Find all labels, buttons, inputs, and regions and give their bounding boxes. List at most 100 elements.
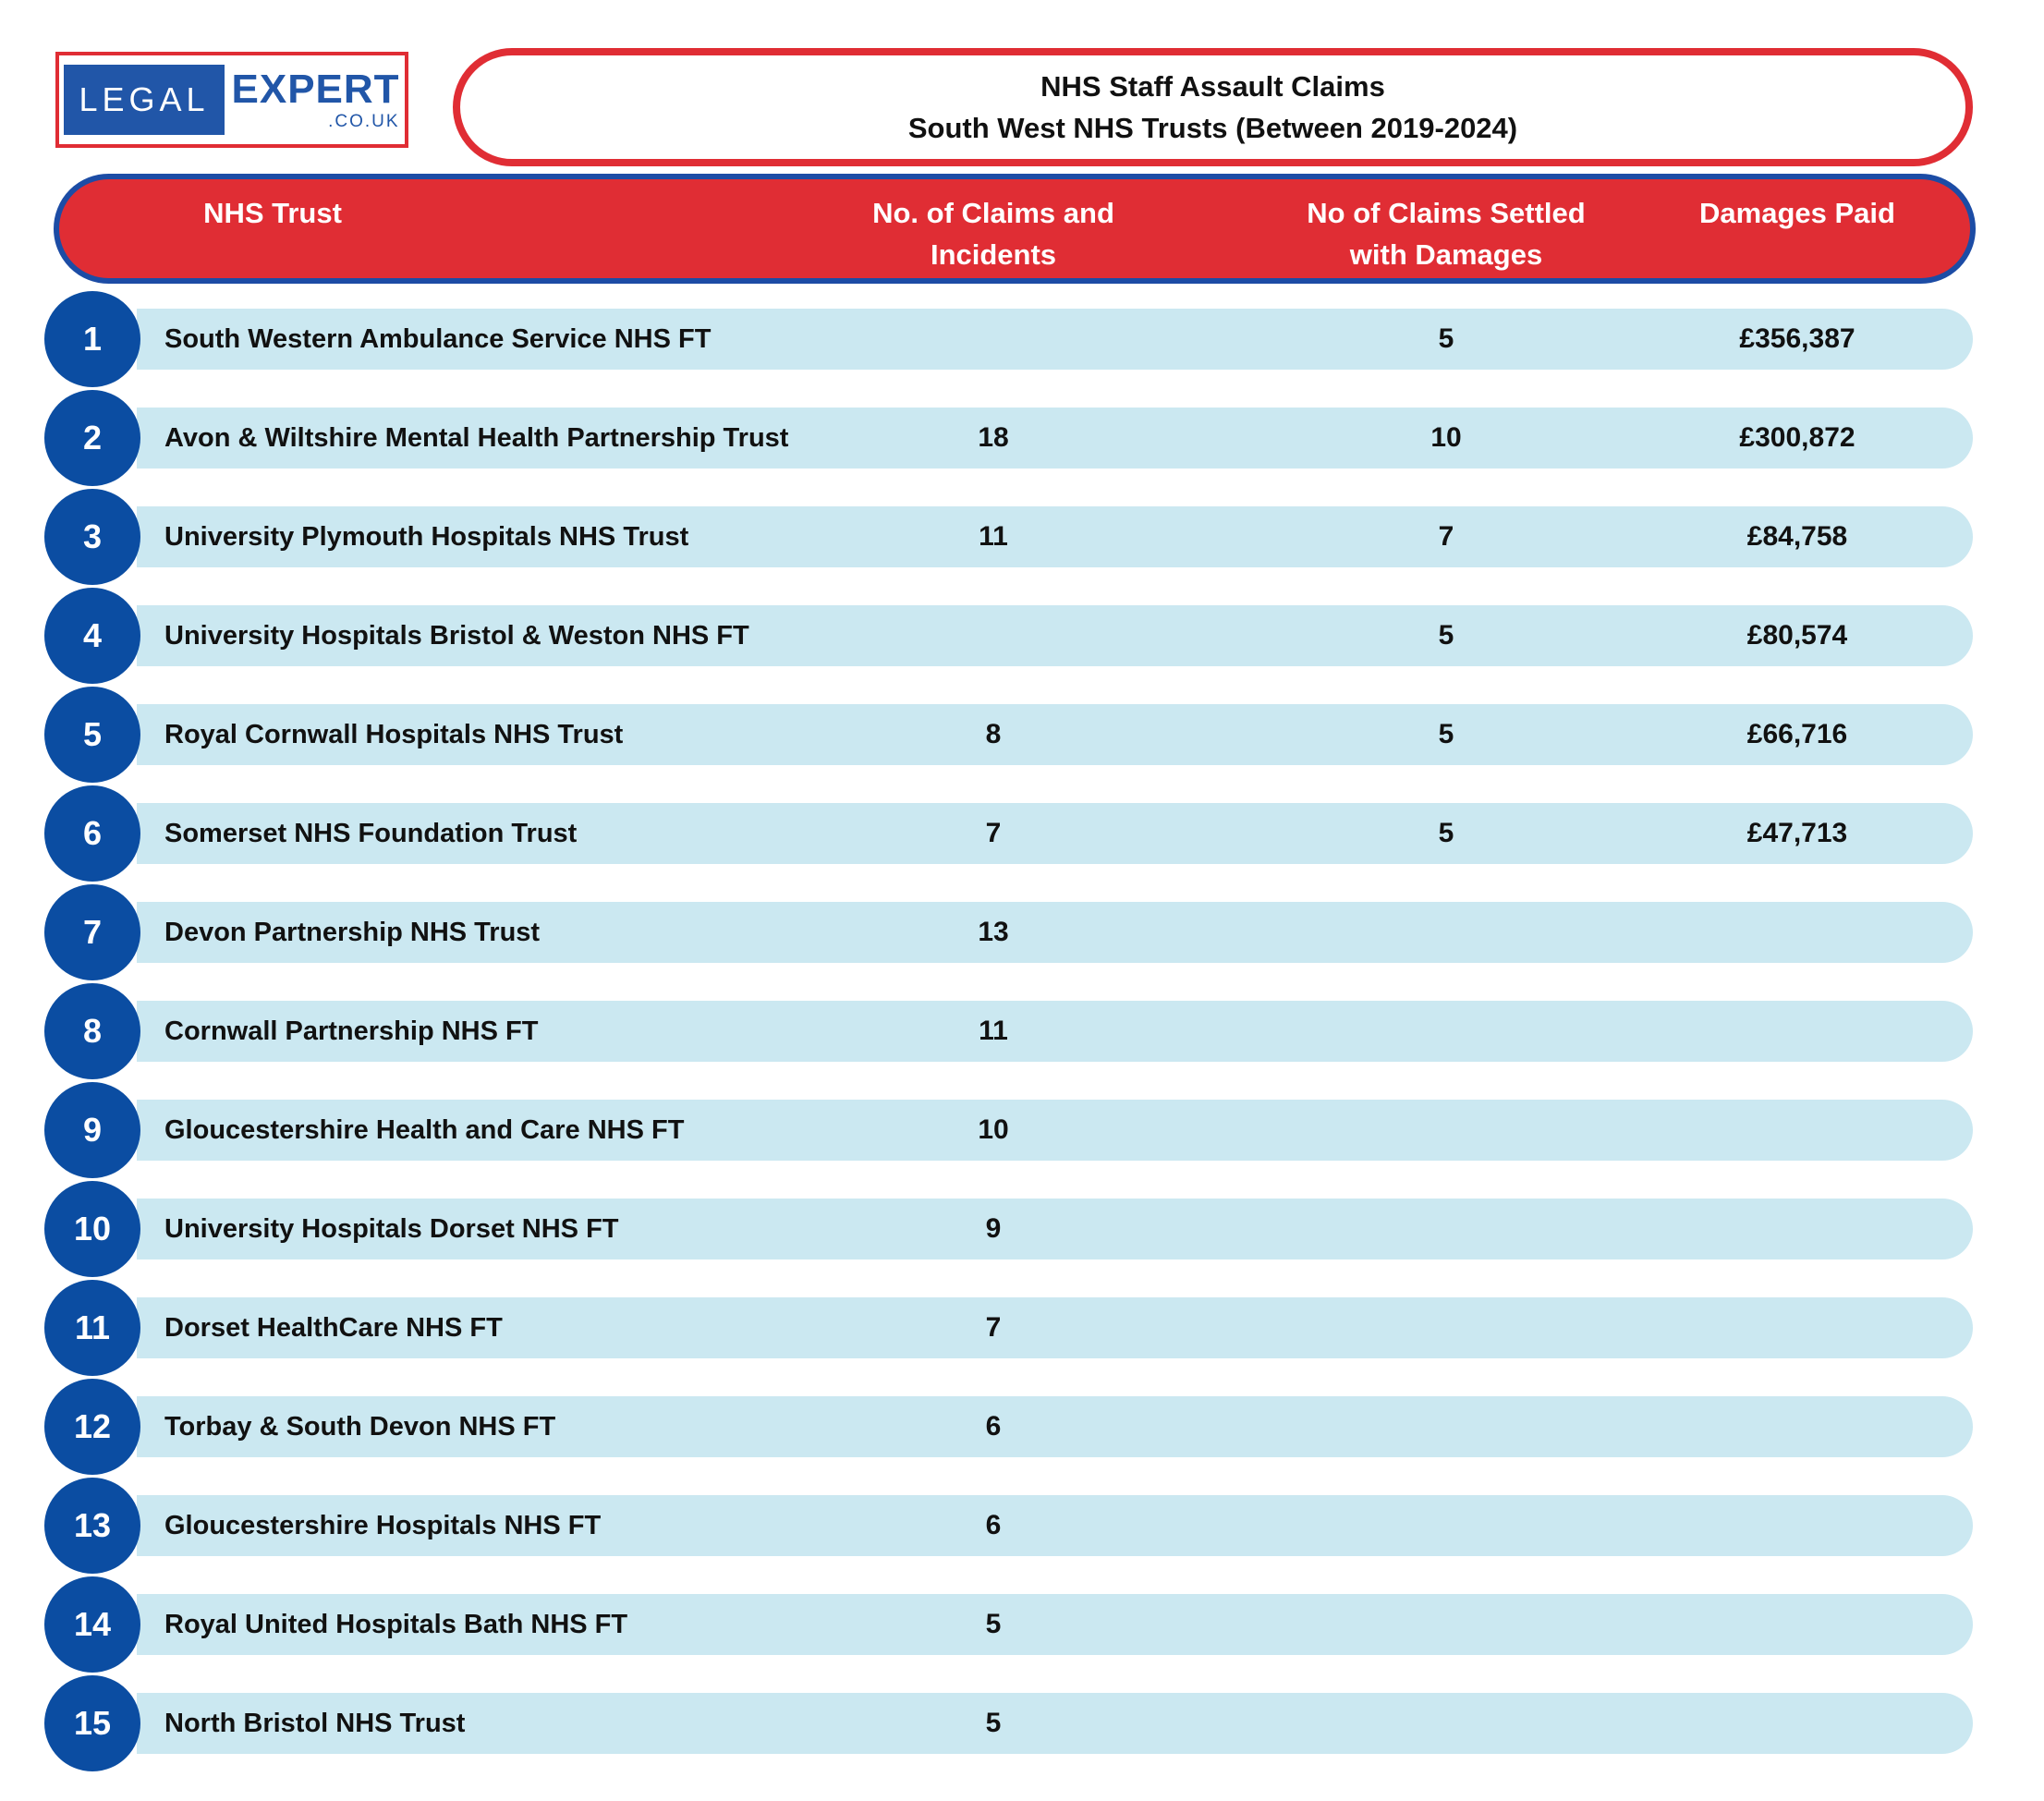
rank-badge: 12 — [44, 1379, 140, 1475]
table-row: Gloucestershire Health and Care NHS FT 1… — [0, 1082, 2044, 1178]
row-bar: Gloucestershire Hospitals NHS FT 6 — [137, 1495, 1973, 1556]
trust-name: University Hospitals Dorset NHS FT — [164, 1214, 619, 1244]
logo-expert-text: EXPERT — [231, 67, 400, 112]
rank-badge: 1 — [44, 291, 140, 387]
rank-number: 5 — [82, 715, 103, 753]
row-bar: Dorset HealthCare NHS FT 7 — [137, 1297, 1973, 1358]
rank-number: 12 — [73, 1407, 112, 1445]
rank-badge: 2 — [44, 390, 140, 486]
settled-value: 5 — [1438, 323, 1454, 354]
row-bar: Devon Partnership NHS Trust 13 — [137, 902, 1973, 963]
page-title-line2: South West NHS Trusts (Between 2019-2024… — [907, 111, 1518, 144]
rank-number: 6 — [82, 814, 103, 852]
claims-value: 7 — [985, 818, 1002, 848]
trust-name: University Plymouth Hospitals NHS Trust — [164, 522, 689, 552]
settled-value: 7 — [1438, 521, 1454, 552]
rank-number: 13 — [73, 1506, 112, 1544]
table-row: Gloucestershire Hospitals NHS FT 6 13 — [0, 1478, 2044, 1574]
table-row: South Western Ambulance Service NHS FT 5… — [0, 291, 2044, 387]
row-bar: Torbay & South Devon NHS FT 6 — [137, 1396, 1973, 1457]
trust-name: Royal Cornwall Hospitals NHS Trust — [164, 720, 624, 749]
row-bar: Gloucestershire Health and Care NHS FT 1… — [137, 1100, 1973, 1161]
table-header: NHS Trust No. of Claims and Incidents No… — [54, 174, 1976, 284]
damages-value: £80,574 — [1746, 620, 1848, 651]
logo-right-block: EXPERT .CO.UK — [231, 67, 400, 131]
row-bar: University Plymouth Hospitals NHS Trust … — [137, 506, 1973, 567]
damages-value: £84,758 — [1746, 521, 1848, 552]
rank-number: 2 — [82, 419, 103, 456]
rank-badge: 5 — [44, 687, 140, 783]
settled-value: 5 — [1438, 620, 1454, 651]
table-row: North Bristol NHS Trust 5 15 — [0, 1675, 2044, 1771]
rank-number: 15 — [73, 1704, 112, 1742]
rank-number: 9 — [82, 1111, 103, 1149]
trust-name: Gloucestershire Health and Care NHS FT — [164, 1115, 685, 1145]
trust-name: South Western Ambulance Service NHS FT — [164, 324, 712, 354]
rank-badge: 11 — [44, 1280, 140, 1376]
rank-badge: 15 — [44, 1675, 140, 1771]
table-row: University Hospitals Dorset NHS FT 9 10 — [0, 1181, 2044, 1277]
rank-badge: 8 — [44, 983, 140, 1079]
trust-name: Dorset HealthCare NHS FT — [164, 1313, 503, 1343]
rank-badge: 10 — [44, 1181, 140, 1277]
row-bar: University Hospitals Dorset NHS FT 9 — [137, 1199, 1973, 1259]
row-bar: Royal Cornwall Hospitals NHS Trust 8 5 £… — [137, 704, 1973, 765]
row-bar: South Western Ambulance Service NHS FT 5… — [137, 309, 1973, 370]
rank-badge: 6 — [44, 785, 140, 882]
header-claims-incidents: No. of Claims and Incidents — [872, 192, 1114, 275]
table-row: Royal United Hospitals Bath NHS FT 5 14 — [0, 1576, 2044, 1673]
rank-badge: 9 — [44, 1082, 140, 1178]
claims-value: 18 — [978, 422, 1009, 453]
damages-value: £356,387 — [1739, 323, 1855, 354]
rank-number: 7 — [82, 913, 103, 951]
claims-value: 8 — [985, 719, 1002, 749]
header-claims-line1: No. of Claims and — [872, 197, 1114, 229]
row-bar: North Bristol NHS Trust 5 — [137, 1693, 1973, 1754]
title-box: NHS Staff Assault Claims South West NHS … — [453, 48, 1973, 166]
claims-value: 5 — [985, 1609, 1002, 1639]
trust-name: Royal United Hospitals Bath NHS FT — [164, 1610, 628, 1639]
header-settled-line1: No of Claims Settled — [1307, 197, 1586, 229]
rank-badge: 4 — [44, 588, 140, 684]
legal-expert-logo: LEGAL EXPERT .CO.UK — [55, 52, 408, 148]
table-row: Torbay & South Devon NHS FT 6 12 — [0, 1379, 2044, 1475]
rank-badge: 13 — [44, 1478, 140, 1574]
claims-value: 9 — [985, 1213, 1002, 1244]
row-bar: Royal United Hospitals Bath NHS FT 5 — [137, 1594, 1973, 1655]
row-bar: Somerset NHS Foundation Trust 7 5 £47,71… — [137, 803, 1973, 864]
table-row: University Hospitals Bristol & Weston NH… — [0, 588, 2044, 684]
row-bar: University Hospitals Bristol & Weston NH… — [137, 605, 1973, 666]
damages-value: £66,716 — [1746, 719, 1848, 749]
trust-name: Cornwall Partnership NHS FT — [164, 1016, 539, 1046]
rank-number: 8 — [82, 1012, 103, 1050]
header-claims-line2: Incidents — [930, 238, 1057, 271]
trust-name: Devon Partnership NHS Trust — [164, 918, 541, 947]
trust-name: Avon & Wiltshire Mental Health Partnersh… — [164, 423, 789, 453]
row-bar: Avon & Wiltshire Mental Health Partnersh… — [137, 408, 1973, 469]
trust-name: Torbay & South Devon NHS FT — [164, 1412, 556, 1442]
trust-name: Somerset NHS Foundation Trust — [164, 819, 578, 848]
rank-number: 1 — [82, 320, 103, 358]
header-claims-settled: No of Claims Settled with Damages — [1307, 192, 1585, 275]
trust-name: North Bristol NHS Trust — [164, 1709, 466, 1738]
settled-value: 5 — [1438, 818, 1454, 848]
rank-number: 4 — [82, 616, 103, 654]
claims-value: 11 — [979, 1016, 1008, 1046]
claims-value: 13 — [978, 917, 1009, 947]
settled-value: 5 — [1438, 719, 1454, 749]
row-bar: Cornwall Partnership NHS FT 11 — [137, 1001, 1973, 1062]
settled-value: 10 — [1430, 422, 1462, 453]
claims-value: 5 — [985, 1708, 1002, 1738]
table-row: Somerset NHS Foundation Trust 7 5 £47,71… — [0, 785, 2044, 882]
table-row: Avon & Wiltshire Mental Health Partnersh… — [0, 390, 2044, 486]
logo-legal-text: LEGAL — [64, 65, 225, 135]
table-body: South Western Ambulance Service NHS FT 5… — [0, 291, 2044, 1792]
rank-number: 10 — [73, 1210, 112, 1247]
header-nhs-trust: NHS Trust — [203, 197, 342, 229]
damages-value: £300,872 — [1739, 422, 1855, 453]
rank-number: 3 — [82, 517, 103, 555]
trust-name: University Hospitals Bristol & Weston NH… — [164, 621, 749, 651]
damages-value: £47,713 — [1746, 818, 1848, 848]
table-row: Devon Partnership NHS Trust 13 7 — [0, 884, 2044, 980]
